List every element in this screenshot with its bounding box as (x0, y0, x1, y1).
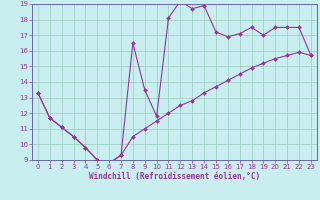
X-axis label: Windchill (Refroidissement éolien,°C): Windchill (Refroidissement éolien,°C) (89, 172, 260, 181)
